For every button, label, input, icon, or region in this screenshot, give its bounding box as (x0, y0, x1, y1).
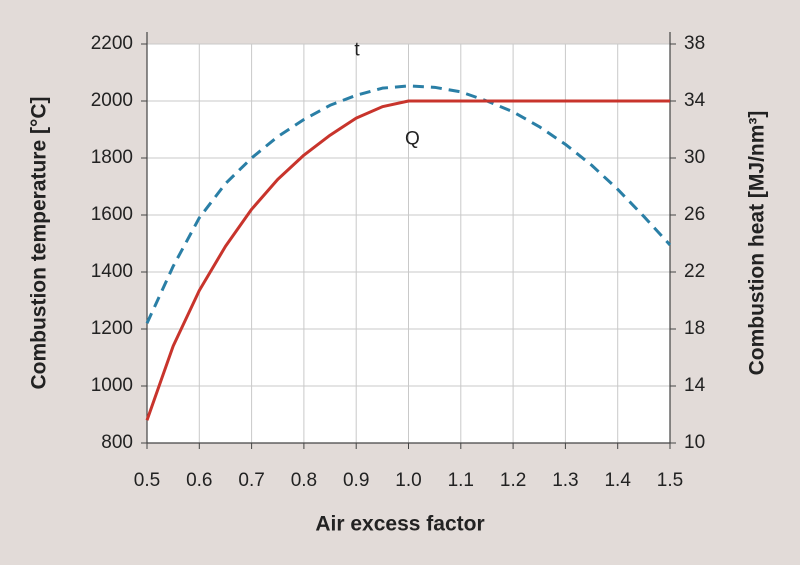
y-tick-label: 1600 (91, 204, 133, 225)
y2-tick-label: 10 (684, 432, 705, 453)
y2-tick-label: 34 (684, 90, 706, 111)
x-tick-label: 1.3 (552, 470, 578, 491)
x-tick-label: 1.0 (395, 470, 421, 491)
series-label: Q (405, 129, 420, 150)
y2-axis-title: Combustion heat [MJ/nm³] (746, 111, 769, 376)
x-tick-label: 1.5 (657, 470, 683, 491)
y2-tick-label: 14 (684, 375, 706, 396)
y2-tick-label: 38 (684, 33, 705, 54)
y-tick-label: 800 (101, 432, 133, 453)
y2-tick-label: 30 (684, 147, 705, 168)
y-tick-label: 1200 (91, 318, 133, 339)
x-tick-label: 0.6 (186, 470, 212, 491)
y2-tick-label: 22 (684, 261, 705, 282)
y2-tick-label: 26 (684, 204, 705, 225)
x-tick-label: 1.2 (500, 470, 526, 491)
y-tick-label: 2200 (91, 33, 133, 54)
y-tick-label: 1400 (91, 261, 133, 282)
series-line (145, 99, 670, 421)
x-tick-label: 0.8 (291, 470, 317, 491)
y2-tick-label: 18 (684, 318, 705, 339)
y-tick-label: 1000 (91, 375, 133, 396)
x-tick-label: 1.1 (448, 470, 474, 491)
x-tick-label: 1.4 (604, 470, 631, 491)
series-line (145, 84, 672, 324)
series-label: t (354, 39, 360, 60)
x-tick-label: 0.9 (343, 470, 369, 491)
x-tick-label: 0.5 (134, 470, 160, 491)
y-axis-title: Combustion temperature [°C] (28, 96, 51, 389)
x-tick-label: 0.7 (238, 470, 264, 491)
x-axis-title: Air excess factor (315, 513, 484, 536)
y-tick-label: 2000 (91, 90, 133, 111)
y-tick-label: 1800 (91, 147, 133, 168)
